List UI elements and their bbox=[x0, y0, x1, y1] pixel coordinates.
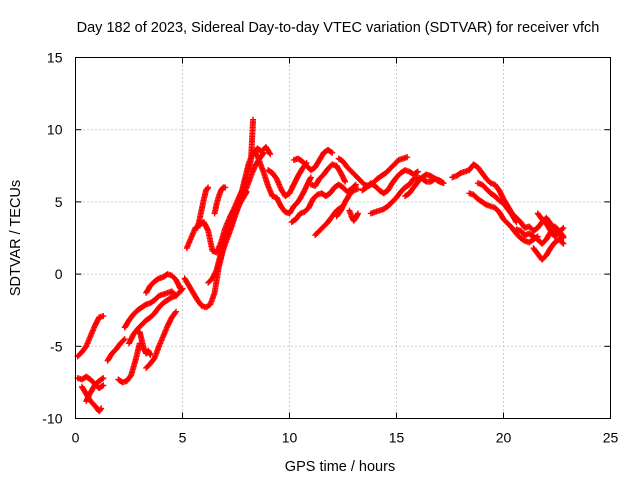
series-arc20 bbox=[290, 146, 336, 174]
series-arc1 bbox=[74, 312, 107, 360]
data-point bbox=[413, 169, 420, 176]
series-arc11 bbox=[143, 308, 180, 371]
data-point bbox=[259, 150, 266, 157]
series-arc24 bbox=[333, 185, 361, 220]
data-point bbox=[147, 351, 154, 358]
x-tick-label: 5 bbox=[179, 430, 187, 446]
series-arc32 bbox=[474, 180, 520, 226]
series-arc31 bbox=[466, 190, 541, 246]
grid bbox=[75, 57, 611, 419]
data-point bbox=[121, 336, 128, 343]
data-point bbox=[177, 285, 184, 292]
y-tick-label: -5 bbox=[50, 338, 63, 354]
data-point bbox=[560, 240, 567, 247]
x-tick-label: 20 bbox=[496, 430, 512, 446]
series-arc9 bbox=[136, 328, 154, 358]
data-point bbox=[120, 337, 127, 344]
series-arc26 bbox=[346, 207, 361, 224]
data-point bbox=[99, 383, 106, 390]
data-point bbox=[414, 168, 421, 175]
x-tick-label: 15 bbox=[389, 430, 405, 446]
y-tick-label: 0 bbox=[55, 266, 63, 282]
data-point bbox=[512, 217, 519, 224]
y-axis-label: SDTVAR / TECUs bbox=[8, 180, 24, 296]
y-tick-label: 10 bbox=[47, 122, 63, 138]
series-arc27 bbox=[359, 167, 421, 197]
series-arc16 bbox=[211, 184, 229, 217]
chart-title: Day 182 of 2023, Sidereal Day-to-day VTE… bbox=[77, 20, 600, 36]
series-arc18 bbox=[252, 148, 314, 217]
plot-frame bbox=[75, 57, 611, 419]
series-arc35 bbox=[534, 210, 567, 240]
data-point bbox=[559, 232, 566, 239]
data-point bbox=[172, 309, 179, 316]
series-arc19 bbox=[265, 159, 310, 200]
data-point bbox=[100, 382, 107, 389]
data-point bbox=[98, 405, 105, 412]
data-point bbox=[267, 151, 274, 158]
data-point bbox=[204, 185, 211, 192]
axis-ticks: 0 5 10 15 20 25 -10 -5 0 5 10 15 bbox=[42, 50, 618, 446]
data-point bbox=[173, 308, 180, 315]
data-point bbox=[260, 149, 267, 156]
data-point bbox=[354, 210, 361, 217]
y-tick-label: -10 bbox=[42, 411, 62, 427]
y-tick-label: 5 bbox=[55, 194, 63, 210]
data-point bbox=[560, 233, 567, 240]
series-arc8 bbox=[126, 285, 186, 347]
data-point bbox=[222, 184, 229, 191]
series-arc7 bbox=[121, 288, 180, 331]
series-arc29 bbox=[402, 171, 447, 200]
data-point bbox=[440, 180, 447, 187]
series-arc22 bbox=[307, 161, 349, 190]
series-arc10 bbox=[143, 271, 184, 296]
x-tick-label: 10 bbox=[282, 430, 298, 446]
data-point bbox=[404, 154, 411, 161]
data-point bbox=[560, 224, 567, 231]
series-arc14 bbox=[194, 184, 212, 231]
data-point bbox=[266, 150, 273, 157]
data-point bbox=[100, 375, 107, 382]
data-point bbox=[250, 116, 257, 123]
data-point bbox=[354, 185, 361, 192]
series-arc34 bbox=[530, 236, 567, 263]
series-arc5 bbox=[104, 336, 128, 364]
x-tick-label: 25 bbox=[603, 430, 619, 446]
data-point bbox=[559, 239, 566, 246]
data-point bbox=[205, 184, 212, 191]
data-point bbox=[100, 312, 107, 319]
x-axis-label: GPS time / hours bbox=[285, 459, 395, 475]
y-tick-label: 15 bbox=[47, 50, 63, 66]
data-point bbox=[559, 225, 566, 232]
data-point bbox=[342, 178, 349, 185]
data-point bbox=[352, 181, 359, 188]
data-point bbox=[329, 149, 336, 156]
series-arc21 bbox=[288, 181, 359, 226]
series-arc6 bbox=[115, 340, 143, 386]
data-point bbox=[99, 375, 106, 382]
data-point bbox=[328, 149, 335, 156]
data-point bbox=[307, 174, 314, 181]
data-point bbox=[513, 219, 520, 226]
x-tick-label: 0 bbox=[72, 430, 80, 446]
series-arc4 bbox=[83, 375, 107, 405]
series-arc17 bbox=[213, 149, 267, 275]
data-point bbox=[97, 406, 104, 413]
data-points bbox=[74, 116, 567, 415]
